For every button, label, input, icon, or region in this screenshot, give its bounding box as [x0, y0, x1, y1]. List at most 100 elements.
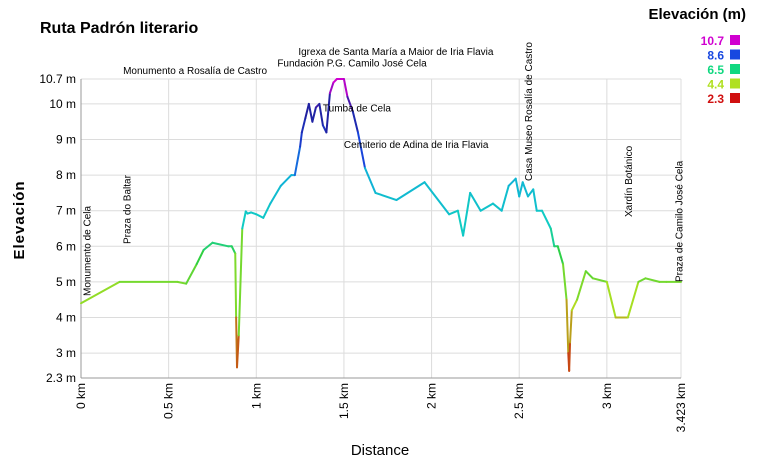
annotations: Monumento de Cela Praza do Baltar Monument… — [82, 42, 685, 296]
annotation-label: Monumento de Cela — [82, 206, 93, 296]
series-segment — [300, 117, 307, 134]
series-segment — [562, 263, 568, 301]
series-segment — [318, 102, 324, 127]
legend-value: 6.5 — [707, 63, 724, 77]
series-segment — [526, 188, 535, 198]
x-tick-label: 3.423 km — [674, 383, 688, 432]
series-segment — [565, 298, 570, 355]
annotation-label: Fundación P.G. Camilo José Cela — [277, 58, 427, 69]
series-segment — [605, 280, 617, 319]
x-tick-label: 3 km — [600, 383, 614, 409]
legend-swatch — [730, 64, 740, 74]
gridlines — [80, 78, 682, 379]
y-tick-label: 4 m — [56, 310, 76, 324]
series-segment — [626, 280, 640, 319]
y-tick-label: 10.7 m — [39, 72, 76, 86]
series-segment — [230, 245, 237, 255]
series-segment — [255, 213, 265, 219]
legend: Elevación (m) 10.78.66.54.42.3 — [648, 6, 746, 106]
series-segment — [293, 145, 302, 177]
series-segment — [462, 191, 472, 237]
series-segment — [491, 202, 503, 212]
series-segment — [500, 184, 510, 212]
x-tick-label: 1.5 km — [337, 383, 351, 419]
series-segment — [236, 334, 240, 369]
series-segment — [423, 181, 451, 216]
series-segment — [532, 188, 538, 212]
annotation-label: Monumento a Rosalía de Castro — [123, 66, 267, 77]
series-segment — [262, 202, 272, 219]
series-segment — [211, 241, 230, 248]
series-segment — [299, 131, 303, 148]
y-tick-label: 7 m — [56, 204, 76, 218]
y-tick-label: 9 m — [56, 133, 76, 147]
legend-value: 2.3 — [707, 92, 724, 106]
series-segment — [269, 184, 282, 205]
legend-entries: 10.78.66.54.42.3 — [701, 34, 740, 106]
series-segment — [556, 245, 565, 266]
series-segment — [570, 298, 579, 312]
series-segment — [568, 341, 572, 372]
series-segment — [569, 309, 573, 344]
annotation-label: Tumba de Cela — [323, 104, 391, 115]
annotation-label: Praza de Camilo José Cela — [675, 160, 686, 282]
series-segment — [549, 227, 556, 248]
series-segment — [576, 270, 587, 301]
series-segment — [469, 191, 482, 212]
chart-title: Ruta Padrón literario — [40, 20, 198, 37]
x-axis-label: Distance — [351, 442, 409, 459]
series-segment — [448, 209, 459, 216]
y-tick-label: 8 m — [56, 168, 76, 182]
series-segment — [514, 177, 521, 198]
y-tick-label: 3 m — [56, 346, 76, 360]
series-segment — [518, 181, 524, 198]
legend-swatch — [730, 93, 740, 103]
series-segment — [395, 181, 426, 202]
y-axis-label: Elevación — [11, 180, 28, 259]
x-ticks: 0 km 0.5 km 1 km 1.5 km 2 km 2.5 km 3 km 3.423 … — [74, 383, 688, 432]
series-segment — [507, 177, 517, 187]
series-segment — [374, 191, 398, 202]
series-segment — [328, 81, 335, 95]
elevation-series — [80, 78, 682, 372]
series-segment — [456, 209, 465, 237]
x-tick-label: 0 km — [74, 383, 88, 409]
series-segment — [311, 106, 317, 123]
x-tick-label: 1 km — [249, 383, 263, 409]
annotation-label: Praza do Baltar — [123, 174, 134, 244]
series-segment — [195, 248, 205, 266]
series-segment — [304, 102, 310, 120]
series-segment — [80, 280, 121, 305]
legend-title: Elevación (m) — [648, 6, 746, 23]
series-segment — [351, 110, 359, 134]
x-tick-label: 2 km — [425, 383, 439, 409]
series-segment — [202, 241, 214, 251]
series-segment — [584, 270, 594, 280]
series-segment — [307, 102, 314, 123]
series-segment — [346, 95, 354, 113]
series-segment — [342, 78, 349, 98]
annotation-label: Xardín Botánico — [624, 145, 635, 217]
legend-value: 10.7 — [701, 34, 725, 48]
series-segment — [591, 277, 608, 283]
legend-value: 4.4 — [707, 78, 724, 92]
series-segment — [363, 166, 377, 194]
legend-value: 8.6 — [707, 49, 724, 63]
y-tick-label: 10 m — [49, 97, 76, 111]
x-tick-label: 2.5 km — [512, 383, 526, 419]
annotation-label: Casa Museo Rosalía de Castro — [524, 42, 535, 181]
series-segment — [176, 280, 188, 285]
series-segment — [479, 202, 494, 212]
annotation-label: Cemiterio de Adina de Iria Flavia — [344, 140, 489, 151]
axes — [80, 79, 681, 379]
series-segment — [644, 277, 661, 283]
series-segment — [540, 209, 552, 230]
y-tick-label: 2.3 m — [46, 371, 76, 385]
y-tick-label: 6 m — [56, 239, 76, 253]
series-segment — [325, 92, 331, 134]
series-segment — [279, 174, 293, 187]
series-segment — [237, 227, 244, 337]
y-ticks: 2.3 m 3 m 4 m 5 m 6 m 7 m 8 m 9 m 10 m 10.7 m — [39, 72, 76, 385]
series-segment — [241, 210, 247, 230]
